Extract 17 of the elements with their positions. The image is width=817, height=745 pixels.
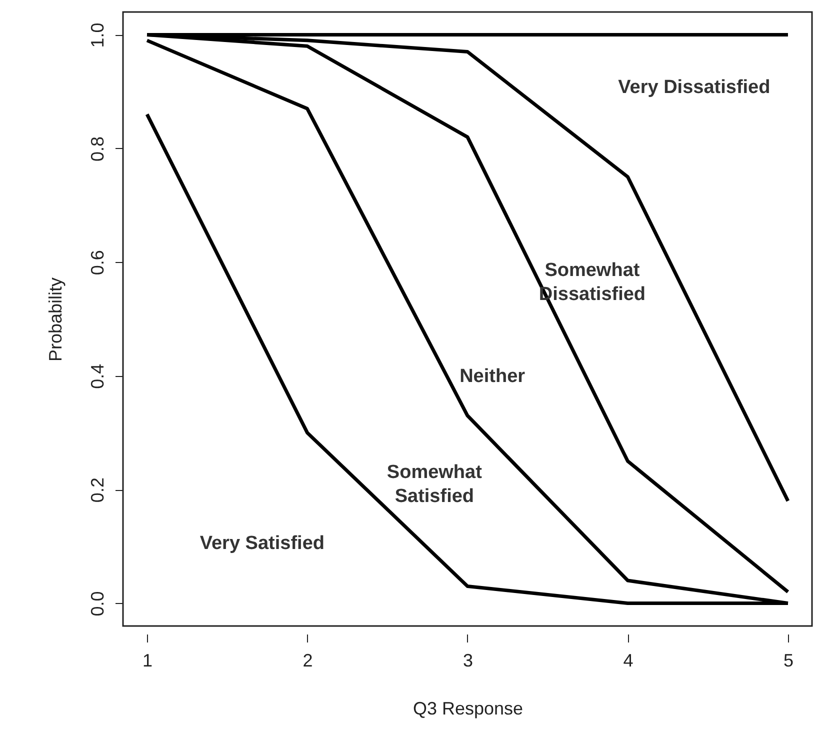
y-tick-label: 0.4: [88, 364, 108, 389]
x-tick-label: 1: [142, 650, 153, 670]
annotation: Somewhat Satisfied: [386, 462, 483, 507]
y-tick-label: 0.6: [88, 250, 108, 276]
x-tick-label: 3: [462, 650, 474, 670]
y-tick-label: 0.8: [88, 136, 108, 162]
annotation: Very Dissatisfied: [618, 76, 770, 98]
annotation: Very Satisfied: [200, 533, 324, 554]
x-tick-label: 2: [302, 650, 313, 670]
y-axis-title: Probability: [46, 277, 66, 362]
x-axis-title: Q3 Response: [412, 698, 524, 718]
annotation: Neither: [460, 366, 526, 388]
x-tick-label: 5: [783, 650, 794, 670]
y-tick-label: 0.2: [88, 478, 108, 503]
y-tick-label: 0.0: [88, 591, 108, 616]
x-tick-label: 4: [623, 650, 634, 670]
y-tick-label: 1.0: [88, 22, 108, 48]
